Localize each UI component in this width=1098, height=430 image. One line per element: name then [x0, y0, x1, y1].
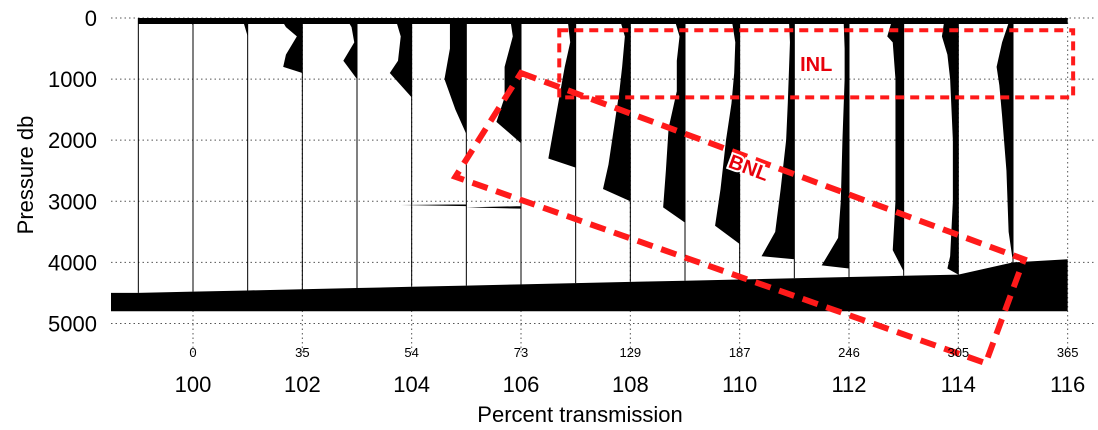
y-tick-label: 3000 [48, 189, 97, 214]
seafloor [111, 18, 1068, 312]
x-tick-label: 100 [175, 372, 212, 397]
station-label: 35 [295, 345, 309, 360]
station-label: 187 [729, 345, 751, 360]
profile-8 [521, 18, 576, 284]
profile-16 [958, 18, 1013, 263]
annotation-box-inl [557, 28, 1076, 100]
annotation-label-inl: INL [800, 54, 832, 76]
profile-9 [575, 18, 631, 282]
x-tick-label: 112 [831, 372, 866, 397]
station-label: 129 [619, 345, 641, 360]
profile-2 [193, 18, 248, 291]
profile-10 [630, 18, 685, 281]
profile-15 [903, 18, 959, 275]
x-axis-label: Percent transmission [477, 402, 682, 427]
profile-13 [794, 18, 849, 278]
y-tick-label: 4000 [48, 250, 97, 275]
x-tick-label: 102 [284, 372, 321, 397]
seafloor-fill [111, 259, 1068, 312]
tick-labels: 100 102 104 106 108 110 112 114 116 0 1000 2000 3000… [48, 6, 1085, 397]
profile-3 [247, 18, 303, 290]
x-tick-label: 106 [503, 372, 540, 397]
profile-14 [849, 18, 904, 276]
station-label: 73 [514, 345, 528, 360]
x-tick-label: 108 [612, 372, 649, 397]
x-tick-label: 110 [722, 372, 757, 397]
transmission-profiles [83, 18, 1014, 293]
profile-11 [685, 18, 740, 280]
x-tick-label: 116 [1050, 372, 1085, 397]
x-tick-label: 104 [393, 372, 430, 397]
profile-5 [357, 18, 412, 287]
station-label: 0 [189, 345, 196, 360]
station-label: 54 [404, 345, 418, 360]
surface-band [138, 18, 1068, 24]
x-tick-label: 114 [941, 372, 976, 397]
station-labels: 0 35 54 73 129 187 246 305 365 [189, 345, 1078, 360]
profile-6 [400, 18, 467, 286]
profile-12 [739, 18, 795, 279]
annotation-box-bnl [450, 69, 1028, 367]
profile-7 [466, 18, 521, 285]
y-tick-label: 1000 [48, 67, 97, 92]
station-label: 246 [838, 345, 860, 360]
profile-1 [138, 18, 193, 292]
station-label: 365 [1057, 345, 1079, 360]
profile-4 [302, 18, 357, 289]
station-label: 305 [947, 345, 969, 360]
y-tick-label: 5000 [48, 311, 97, 336]
y-axis-label: Pressure db [13, 116, 38, 235]
y-tick-label: 0 [85, 6, 97, 31]
y-tick-label: 2000 [48, 128, 97, 153]
